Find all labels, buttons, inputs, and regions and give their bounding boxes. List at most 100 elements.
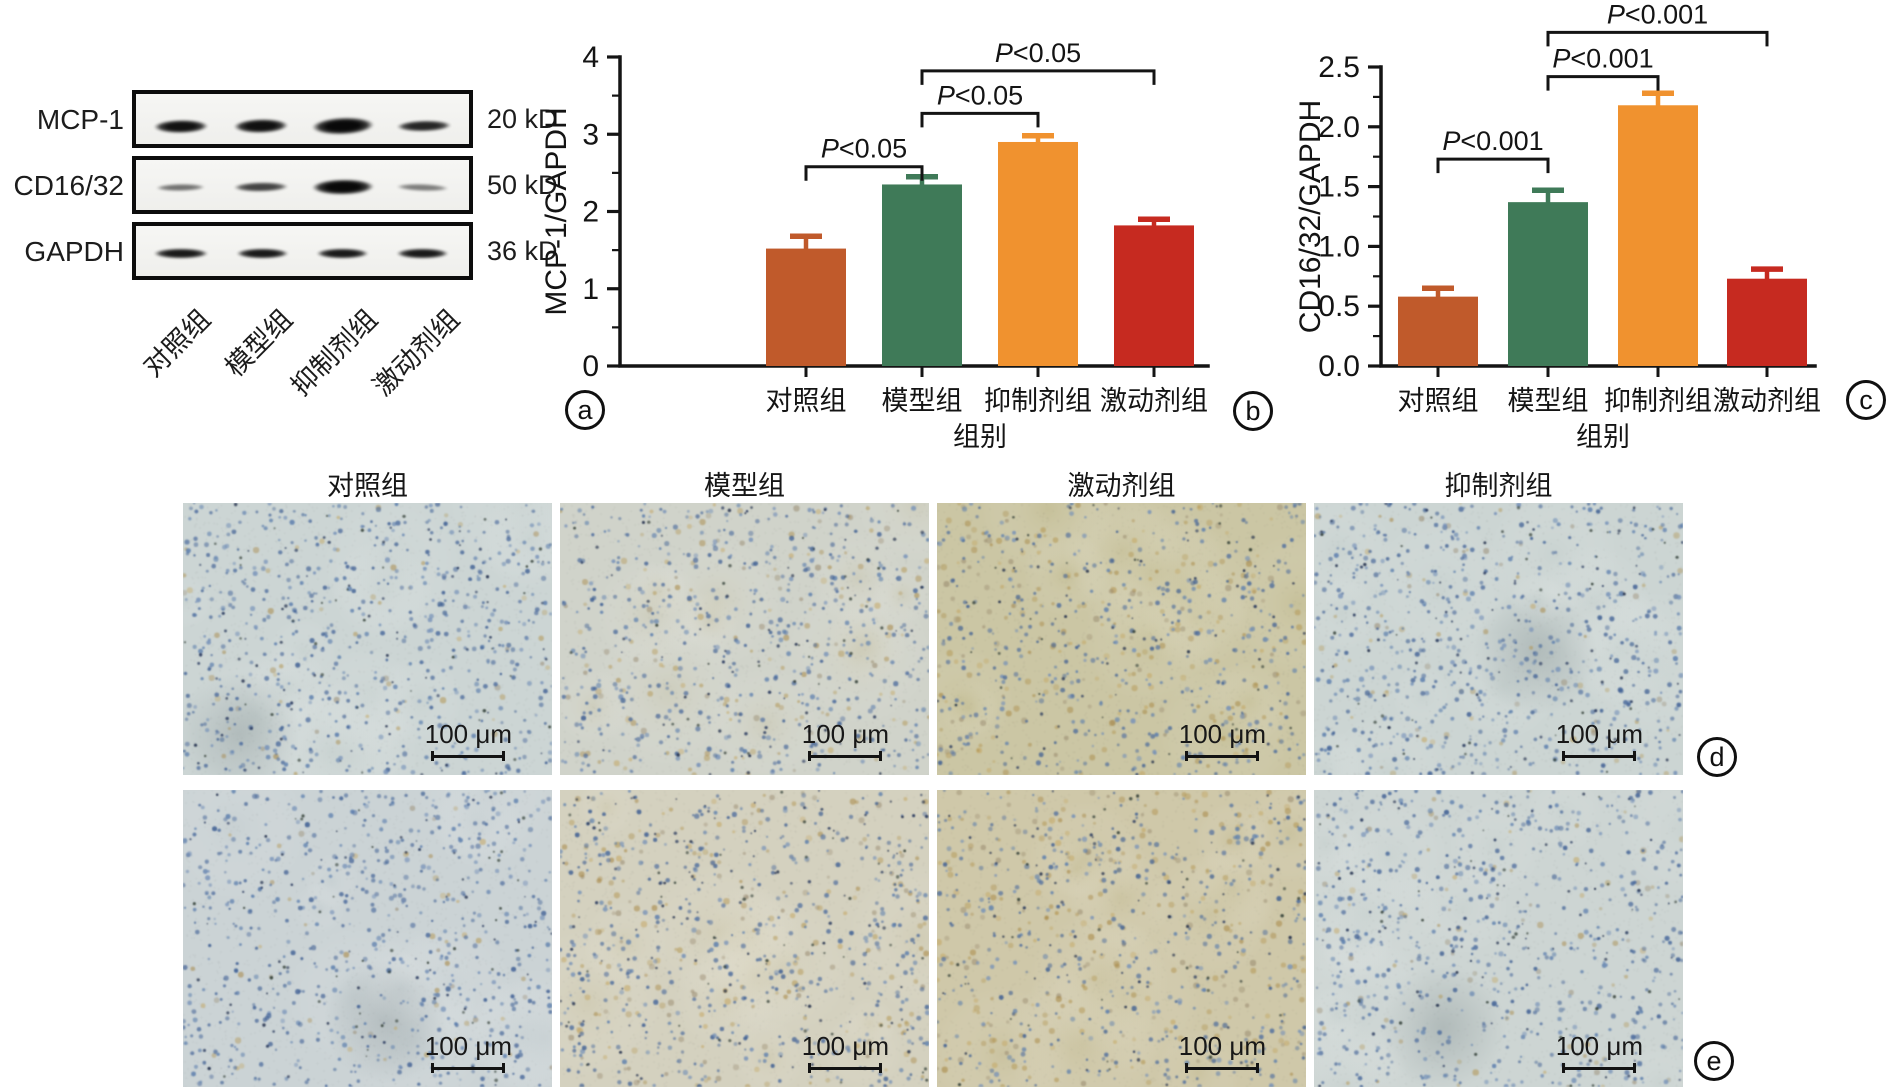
blot-band: [229, 246, 296, 260]
significance-label: P<0.001: [1552, 44, 1653, 74]
scale-annotation: 100 μm: [1556, 1031, 1643, 1073]
scale-bar: [1185, 751, 1260, 761]
micrograph-image: [1314, 790, 1683, 1087]
bar-激动剂组: [1727, 278, 1807, 366]
blot-band: [388, 181, 456, 193]
micrograph-image: [1314, 503, 1683, 775]
micrograph-image: [937, 790, 1306, 1087]
blot-band: [389, 246, 456, 260]
scale-bar: [1562, 1063, 1637, 1073]
scale-label: 100 μm: [1555, 1031, 1643, 1061]
blot-protein-label: MCP-1: [36, 104, 124, 135]
x-axis-title: 组别: [953, 422, 1007, 452]
bar-对照组: [766, 248, 846, 366]
blot-band: [149, 181, 213, 193]
scale-annotation: 100 μm: [1179, 719, 1266, 761]
micrograph-row-d-col-4: 100 μm: [1314, 503, 1683, 775]
significance-bracket: [920, 111, 1040, 128]
panel-label-a: a: [565, 390, 605, 430]
bar-抑制剂组: [1618, 105, 1698, 366]
blot-strip-3: [132, 222, 473, 280]
blot-strip-1: [132, 90, 473, 148]
micrograph-column-header: 模型组: [704, 471, 785, 501]
molecular-weight-label: 20 kD: [487, 104, 558, 134]
significance-bracket: [1546, 75, 1660, 91]
scale-label: 100 μm: [1178, 1031, 1266, 1061]
significance-label: P<0.001: [1442, 126, 1543, 156]
blot-protein-label: GAPDH: [24, 236, 124, 267]
x-category-label: 激动剂组: [1713, 386, 1821, 416]
blot-lane-label: 激动剂组: [367, 303, 466, 402]
scale-bar: [431, 1063, 506, 1073]
molecular-weight-label: 36 kD: [487, 236, 558, 266]
y-axis-title: MCP-1/GAPDH: [540, 107, 573, 315]
scale-annotation: 100 μm: [802, 719, 889, 761]
blot-band: [309, 246, 376, 260]
micrograph-column-header: 激动剂组: [1067, 471, 1176, 501]
micrograph-row-e-col-4: 100 μm: [1314, 790, 1683, 1087]
blot-band: [388, 118, 460, 134]
micrograph-image: [937, 503, 1306, 775]
significance-label: P<0.05: [937, 80, 1023, 110]
bar-激动剂组: [1114, 225, 1194, 366]
y-tick-label: 1.5: [1318, 171, 1360, 204]
y-tick-label: 3: [582, 118, 599, 151]
x-category-label: 模型组: [882, 386, 963, 416]
x-axis-title: 组别: [1576, 422, 1630, 452]
y-tick-label: 0.5: [1318, 290, 1360, 323]
x-category-label: 抑制剂组: [1604, 386, 1712, 416]
blot-strip-2: [132, 156, 473, 214]
bar-模型组: [882, 184, 962, 366]
scale-label: 100 μm: [1178, 719, 1266, 749]
micrograph-row-d-col-1: 100 μm: [183, 503, 552, 775]
micrograph-image: [560, 790, 929, 1087]
scale-annotation: 100 μm: [425, 719, 512, 761]
scale-bar: [808, 1063, 883, 1073]
micrograph-image: [560, 503, 929, 775]
micrograph-row-e-col-3: 100 μm: [937, 790, 1306, 1087]
x-category-label: 激动剂组: [1100, 386, 1208, 416]
y-tick-label: 1: [582, 273, 599, 306]
y-tick-label: 4: [582, 41, 599, 74]
micrograph-row-d-col-2: 100 μm: [560, 503, 929, 775]
molecular-weight-label: 50 kD: [487, 170, 558, 200]
y-tick-label: 2.0: [1318, 111, 1360, 144]
significance-label: P<0.05: [821, 134, 907, 164]
blot-band: [302, 176, 383, 198]
scale-bar: [808, 751, 883, 761]
panel-label-b: b: [1233, 391, 1273, 431]
micrograph-row-e-col-1: 100 μm: [183, 790, 552, 1087]
scale-label: 100 μm: [424, 1031, 512, 1061]
y-tick-label: 2.5: [1318, 51, 1360, 84]
scale-bar: [1185, 1063, 1260, 1073]
scale-annotation: 100 μm: [1179, 1031, 1266, 1073]
y-tick-label: 1.0: [1318, 230, 1360, 263]
significance-bracket: [1546, 30, 1769, 47]
panel-label-e: e: [1694, 1041, 1734, 1081]
x-category-label: 模型组: [1508, 386, 1589, 416]
blot-lane-label: 对照组: [137, 303, 217, 383]
blot-band: [225, 116, 297, 136]
y-tick-label: 2: [582, 196, 599, 229]
micrograph-row-e-col-2: 100 μm: [560, 790, 929, 1087]
bar-对照组: [1398, 296, 1478, 366]
blot-lane-label: 抑制剂组: [285, 303, 384, 402]
bar-抑制剂组: [998, 141, 1078, 366]
significance-bracket: [1436, 157, 1550, 174]
significance-label: P<0.05: [995, 38, 1081, 68]
panel-label-c: c: [1846, 380, 1886, 420]
y-tick-label: 0: [582, 350, 599, 383]
scale-bar: [431, 751, 506, 761]
scale-label: 100 μm: [801, 1031, 889, 1061]
micrograph-column-header: 对照组: [327, 471, 408, 501]
blot-protein-label: CD16/32: [13, 170, 124, 201]
scale-annotation: 100 μm: [1556, 719, 1643, 761]
micrograph-row-d-col-3: 100 μm: [937, 503, 1306, 775]
scale-label: 100 μm: [801, 719, 889, 749]
scale-label: 100 μm: [1555, 719, 1643, 749]
micrograph-image: [183, 790, 552, 1087]
significance-bracket: [804, 165, 924, 181]
panel-label-d: d: [1697, 737, 1737, 777]
